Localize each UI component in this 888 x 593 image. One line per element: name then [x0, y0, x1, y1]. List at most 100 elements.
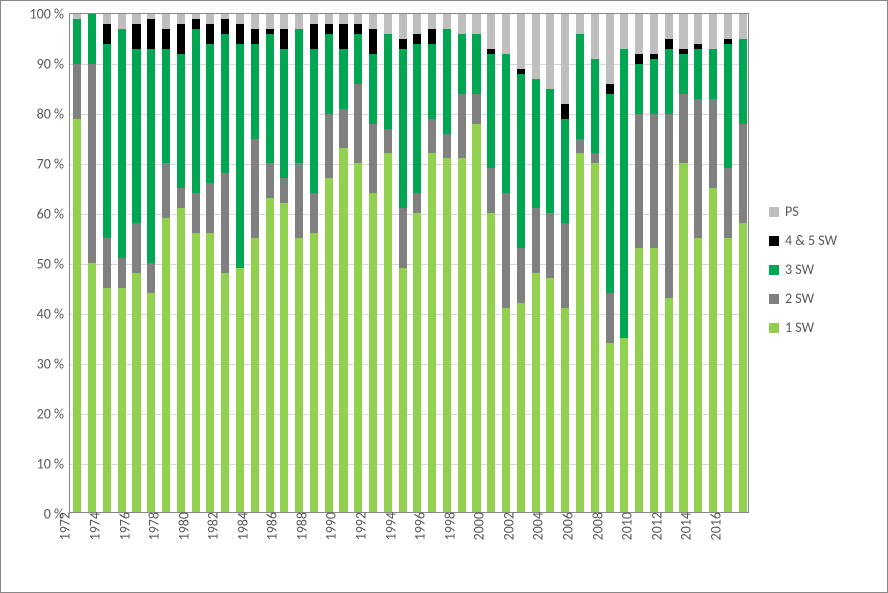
bar [413, 14, 421, 512]
bar-segment-sw1 [73, 119, 81, 512]
bar-segment-sw3 [635, 64, 643, 114]
bar-segment-ps [724, 14, 732, 39]
bar-segment-sw45 [399, 39, 407, 49]
bar-segment-ps [561, 14, 569, 104]
legend-swatch [769, 236, 779, 246]
bar [561, 14, 569, 512]
bar-segment-ps [73, 14, 81, 19]
bar-segment-ps [339, 14, 347, 24]
legend: PS4 & 5 SW3 SW2 SW1 SW [769, 191, 837, 348]
x-tick-label: 1986 [260, 512, 281, 540]
bar [606, 14, 614, 512]
bar-segment-sw2 [339, 109, 347, 149]
y-tick-label: 60 % [37, 206, 70, 223]
bar-segment-sw3 [339, 49, 347, 109]
bar-segment-sw1 [576, 153, 584, 512]
bar-segment-sw3 [369, 54, 377, 124]
bar-segment-sw3 [384, 34, 392, 129]
bar-segment-sw3 [517, 74, 525, 248]
bar-segment-sw2 [591, 153, 599, 163]
bar-segment-sw45 [177, 24, 185, 54]
bar [576, 14, 584, 512]
bar [428, 14, 436, 512]
bar-segment-sw45 [266, 29, 274, 34]
bar-segment-sw1 [546, 278, 554, 512]
bar [147, 14, 155, 512]
bar-segment-sw3 [206, 44, 214, 183]
bar [709, 14, 717, 512]
bar [132, 14, 140, 512]
x-tick-label: 2000 [467, 512, 488, 540]
bar-segment-sw3 [458, 34, 466, 94]
bar-segment-sw2 [561, 223, 569, 308]
bar-segment-sw1 [103, 288, 111, 512]
bar-segment-sw2 [606, 293, 614, 343]
bar-segment-sw1 [591, 163, 599, 512]
bar-segment-sw1 [132, 273, 140, 512]
bar-segment-sw2 [147, 263, 155, 293]
legend-swatch [769, 294, 779, 304]
legend-swatch [769, 207, 779, 217]
bar [443, 14, 451, 512]
bar-segment-sw2 [472, 94, 480, 124]
bar [221, 14, 229, 512]
y-tick-label: 50 % [37, 256, 70, 273]
legend-label: 1 SW [785, 319, 814, 336]
gridline [70, 414, 748, 415]
bar-segment-sw1 [88, 263, 96, 512]
bar-segment-sw2 [132, 223, 140, 273]
bar-segment-ps [192, 14, 200, 19]
bar-segment-ps [413, 14, 421, 34]
bar-segment-sw3 [665, 49, 673, 114]
bar-segment-sw2 [739, 124, 747, 224]
bar-segment-sw1 [339, 148, 347, 512]
bar-segment-sw2 [502, 193, 510, 308]
bar-segment-sw45 [339, 24, 347, 49]
bar-segment-ps [502, 14, 510, 54]
bar-segment-sw2 [428, 119, 436, 154]
gridline [70, 364, 748, 365]
bar-segment-ps [251, 14, 259, 29]
bar-segment-ps [532, 14, 540, 79]
bar-segment-ps [665, 14, 673, 39]
bar-segment-sw1 [428, 153, 436, 512]
bar-segment-ps [428, 14, 436, 29]
bar-segment-ps [103, 14, 111, 24]
bar-segment-sw1 [517, 303, 525, 512]
bar [517, 14, 525, 512]
bar-segment-sw1 [679, 163, 687, 512]
x-tick-label: 2006 [555, 512, 576, 540]
bar-segment-ps [266, 14, 274, 29]
bar-segment-sw1 [221, 273, 229, 512]
y-tick-label: 10 % [37, 456, 70, 473]
bar-segment-sw1 [162, 218, 170, 512]
bar-segment-sw1 [724, 238, 732, 512]
bar-segment-sw2 [413, 193, 421, 213]
bar-segment-sw3 [576, 34, 584, 139]
bar-segment-sw3 [162, 49, 170, 164]
bar-segment-sw45 [251, 29, 259, 44]
bar-segment-sw45 [517, 69, 525, 74]
bar-segment-sw45 [162, 29, 170, 49]
bar-segment-sw1 [251, 238, 259, 512]
bar-segment-ps [694, 14, 702, 44]
gridline [70, 214, 748, 215]
x-tick-label: 2016 [703, 512, 724, 540]
bar-segment-sw3 [532, 79, 540, 208]
bar-segment-sw2 [103, 238, 111, 288]
bar [694, 14, 702, 512]
bar-segment-ps [118, 14, 126, 29]
bar [325, 14, 333, 512]
bar-segment-sw2 [177, 188, 185, 208]
bar-segment-ps [295, 14, 303, 29]
bar-segment-sw45 [221, 19, 229, 34]
legend-item: 4 & 5 SW [769, 232, 837, 249]
x-tick-label: 1992 [348, 512, 369, 540]
bar-segment-sw3 [546, 89, 554, 214]
bar [591, 14, 599, 512]
bar [724, 14, 732, 512]
bar-segment-sw1 [502, 308, 510, 512]
bar-segment-sw45 [650, 54, 658, 59]
bar-segment-sw1 [325, 178, 333, 512]
bar [206, 14, 214, 512]
